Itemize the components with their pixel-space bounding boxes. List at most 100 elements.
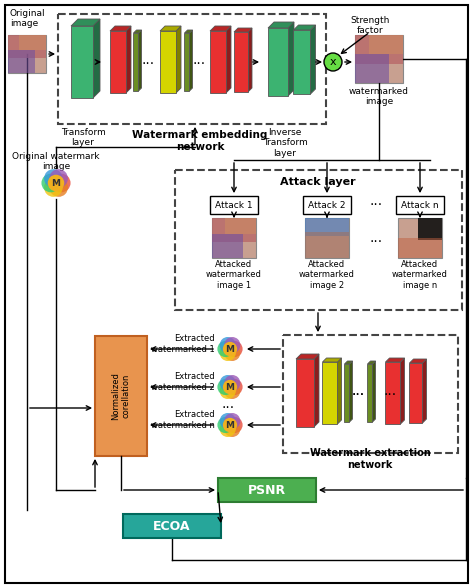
Bar: [19, 35, 46, 50]
Text: ···: ···: [369, 198, 383, 212]
Polygon shape: [134, 33, 138, 91]
Text: watermarked
image: watermarked image: [349, 87, 409, 106]
Polygon shape: [248, 28, 252, 92]
Circle shape: [219, 421, 236, 437]
Circle shape: [219, 345, 236, 361]
Circle shape: [219, 337, 236, 353]
Text: Attack layer: Attack layer: [280, 177, 356, 187]
Polygon shape: [71, 26, 93, 98]
Circle shape: [219, 375, 236, 391]
Bar: [212, 234, 243, 258]
Circle shape: [219, 413, 236, 429]
Circle shape: [227, 417, 243, 433]
Polygon shape: [322, 358, 341, 362]
Text: Original watermark
image: Original watermark image: [12, 152, 100, 171]
Text: Attack n: Attack n: [401, 201, 439, 209]
Text: ···: ···: [351, 388, 365, 402]
Bar: [305, 218, 349, 258]
Bar: [8, 35, 46, 58]
Text: Extracted
watermarked n: Extracted watermarked n: [151, 410, 215, 430]
Text: Watermark extraction
network: Watermark extraction network: [310, 448, 430, 470]
Text: ···: ···: [141, 57, 155, 71]
Circle shape: [218, 379, 234, 395]
Polygon shape: [184, 33, 190, 91]
Circle shape: [224, 345, 240, 361]
Text: Extracted
watermarked 1: Extracted watermarked 1: [151, 335, 215, 354]
Polygon shape: [310, 25, 316, 94]
Circle shape: [52, 173, 71, 192]
Circle shape: [224, 375, 240, 391]
Bar: [225, 218, 256, 234]
FancyBboxPatch shape: [95, 336, 147, 456]
Text: Strength
factor: Strength factor: [350, 16, 390, 35]
Circle shape: [44, 169, 63, 188]
Text: ···: ···: [192, 57, 206, 71]
Polygon shape: [410, 359, 427, 363]
Polygon shape: [138, 30, 142, 91]
Polygon shape: [234, 28, 252, 32]
Text: Watermark embedding
network: Watermark embedding network: [132, 130, 268, 152]
Circle shape: [223, 380, 237, 394]
Text: M: M: [226, 383, 235, 392]
Text: PSNR: PSNR: [248, 483, 286, 496]
FancyBboxPatch shape: [303, 196, 351, 214]
Bar: [8, 50, 35, 73]
Text: Attack 1: Attack 1: [215, 201, 253, 209]
Bar: [398, 238, 442, 258]
Bar: [305, 218, 349, 236]
Text: ECOA: ECOA: [153, 520, 191, 533]
FancyBboxPatch shape: [123, 514, 221, 538]
Polygon shape: [401, 358, 404, 424]
Bar: [212, 218, 256, 258]
Polygon shape: [337, 358, 341, 424]
Polygon shape: [345, 364, 349, 422]
Polygon shape: [210, 26, 231, 31]
Circle shape: [223, 342, 237, 356]
Circle shape: [224, 413, 240, 429]
Polygon shape: [385, 358, 404, 362]
Circle shape: [224, 383, 240, 399]
Text: Attacked
watermarked
image n: Attacked watermarked image n: [392, 260, 448, 290]
Polygon shape: [110, 26, 131, 31]
Polygon shape: [110, 31, 126, 93]
Circle shape: [49, 169, 68, 188]
Text: M: M: [52, 179, 61, 188]
Polygon shape: [373, 361, 375, 422]
Polygon shape: [210, 31, 226, 93]
Text: Original
image: Original image: [10, 9, 46, 28]
Bar: [369, 35, 403, 54]
Circle shape: [218, 341, 234, 357]
Polygon shape: [176, 26, 181, 93]
Circle shape: [223, 418, 237, 432]
Circle shape: [219, 383, 236, 399]
Polygon shape: [126, 26, 131, 93]
FancyBboxPatch shape: [210, 196, 258, 214]
Text: ···: ···: [221, 401, 235, 415]
Text: ···: ···: [351, 388, 365, 402]
Text: Attacked
watermarked
image 2: Attacked watermarked image 2: [299, 260, 355, 290]
Circle shape: [41, 173, 60, 192]
Polygon shape: [322, 362, 337, 424]
Text: Normalized
corellation: Normalized corellation: [111, 372, 131, 420]
Polygon shape: [296, 354, 319, 359]
Text: ···: ···: [383, 388, 397, 402]
Text: M: M: [226, 420, 235, 429]
FancyBboxPatch shape: [218, 478, 316, 502]
Text: Attacked
watermarked
image 1: Attacked watermarked image 1: [206, 260, 262, 290]
Polygon shape: [93, 19, 100, 98]
Polygon shape: [385, 362, 401, 424]
Polygon shape: [268, 28, 288, 96]
Circle shape: [227, 341, 243, 357]
Polygon shape: [134, 30, 142, 33]
Circle shape: [44, 178, 63, 197]
Polygon shape: [345, 361, 353, 364]
Polygon shape: [349, 361, 353, 422]
Polygon shape: [367, 364, 373, 422]
Polygon shape: [190, 30, 192, 91]
Polygon shape: [226, 26, 231, 93]
Text: Extracted
watermarked 2: Extracted watermarked 2: [151, 372, 215, 392]
Bar: [355, 54, 389, 83]
Bar: [8, 35, 46, 73]
Polygon shape: [71, 19, 100, 26]
Text: x: x: [330, 57, 337, 67]
